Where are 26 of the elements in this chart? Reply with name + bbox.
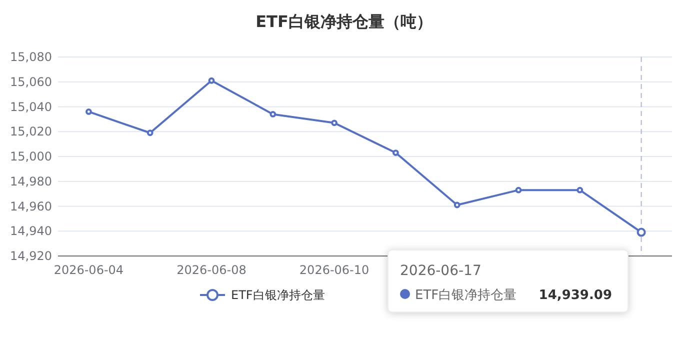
x-tick-label: 2026-06-04: [54, 263, 124, 277]
point: [515, 186, 522, 194]
point: [454, 202, 460, 208]
point: [331, 120, 338, 126]
legend-label: ETF白银净持仓量: [231, 288, 325, 302]
y-tick-label: 15,060: [10, 74, 52, 89]
y-tick-label: 14,940: [10, 224, 52, 238]
x-tick-label: 2026-06-10: [299, 263, 370, 277]
point: [576, 186, 584, 194]
chart-title: ETF白银净持仓量（吨）: [256, 12, 432, 31]
point: [208, 77, 215, 84]
text: ETF白银净持仓量: [415, 288, 517, 303]
point: [146, 130, 154, 136]
y-tick-label: 14,960: [10, 199, 52, 214]
y-tick-label: 15,020: [10, 124, 52, 139]
point: [86, 108, 92, 115]
text: 14,939.09: [538, 288, 612, 303]
text: 2026-06-17: [400, 263, 482, 279]
y-tick-label: 15,000: [10, 150, 52, 164]
y-tick-label: 15,040: [10, 100, 52, 114]
point: [392, 150, 399, 156]
y-tick-label: 15,080: [10, 50, 52, 64]
y-tick-label: 14,980: [10, 174, 52, 188]
point: [270, 111, 276, 118]
y-tick-label: 14,920: [10, 249, 52, 263]
x-tick-label: 2026-06-08: [176, 263, 246, 277]
